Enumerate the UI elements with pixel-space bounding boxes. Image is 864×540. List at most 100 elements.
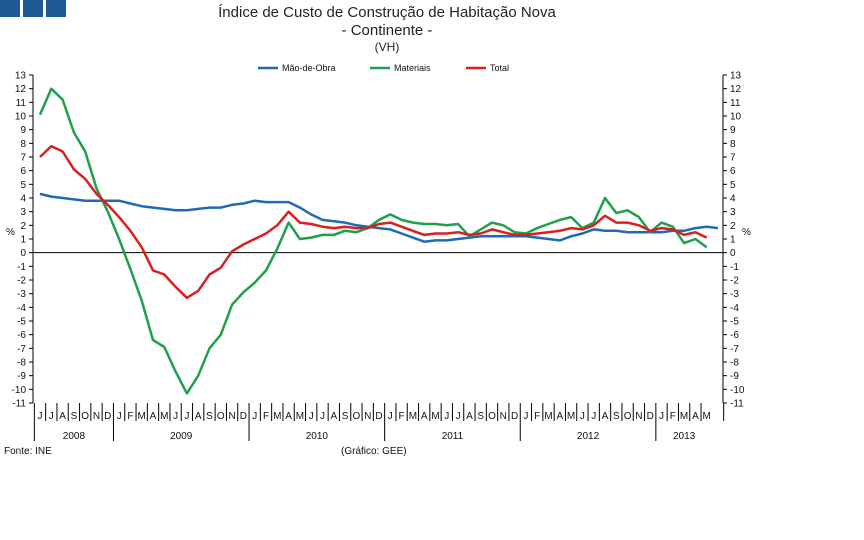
x-tick-label: A <box>556 411 563 422</box>
x-tick-label: F <box>399 411 405 422</box>
x-tick-label: M <box>544 411 552 422</box>
x-tick-label: A <box>330 411 337 422</box>
y-tick-label-right: -1 <box>730 262 739 273</box>
x-tick-label: M <box>296 411 304 422</box>
x-tick-label: A <box>195 411 202 422</box>
x-tick-label: M <box>273 411 281 422</box>
y-tick-label-right: 6 <box>730 166 736 177</box>
y-tick-label: 2 <box>20 221 26 232</box>
logo-block-3 <box>46 0 66 17</box>
x-tick-label: D <box>375 411 382 422</box>
x-tick-label: J <box>320 411 325 422</box>
x-tick-label: J <box>659 411 664 422</box>
y-tick-label-right: 11 <box>730 98 741 109</box>
source-note: Fonte: INE <box>4 446 52 457</box>
x-tick-label: J <box>49 411 54 422</box>
x-tick-label: S <box>71 411 78 422</box>
y-tick-label: -5 <box>17 317 26 328</box>
y-tick-label-right: 4 <box>730 194 736 205</box>
x-tick-label: F <box>534 411 540 422</box>
x-tick-label: J <box>184 411 189 422</box>
y-tick-label-right: -10 <box>730 385 745 396</box>
y-tick-label-right: 9 <box>730 125 736 136</box>
x-tick-label: J <box>456 411 461 422</box>
series-line-3 <box>39 144 708 300</box>
x-tick-label: F <box>263 411 269 422</box>
y-tick-label: 12 <box>15 84 27 95</box>
x-tick-label: J <box>388 411 393 422</box>
y-tick-label: 0 <box>20 248 26 259</box>
y-tick-label: -11 <box>12 399 26 410</box>
x-tick-label: A <box>59 411 66 422</box>
series-line-1 <box>39 192 719 243</box>
x-tick-label: D <box>240 411 247 422</box>
x-tick-label: J <box>252 411 257 422</box>
x-tick-label: J <box>444 411 449 422</box>
y-tick-label-right: -3 <box>730 289 739 300</box>
year-label: 2012 <box>577 431 600 442</box>
year-label: 2013 <box>673 431 696 442</box>
y-tick-label-right: 5 <box>730 180 736 191</box>
x-tick-label: J <box>117 411 122 422</box>
x-tick-label: F <box>127 411 133 422</box>
x-tick-label: D <box>511 411 518 422</box>
x-tick-label: N <box>500 411 507 422</box>
y-tick-label-right: 12 <box>730 84 742 95</box>
y-tick-label-right: -8 <box>730 358 739 369</box>
x-tick-label: A <box>692 411 699 422</box>
x-tick-label: F <box>670 411 676 422</box>
chart-title: Índice de Custo de Construção de Habitaç… <box>218 4 556 21</box>
chart-unit-label: (VH) <box>374 40 400 54</box>
logo-block-1 <box>0 0 20 17</box>
x-tick-label: M <box>409 411 417 422</box>
y-tick-label: -7 <box>17 344 26 355</box>
x-tick-label: A <box>466 411 473 422</box>
x-tick-label: M <box>680 411 688 422</box>
y-tick-label-right: 2 <box>730 221 736 232</box>
x-tick-label: O <box>217 411 225 422</box>
x-tick-label: A <box>421 411 428 422</box>
y-tick-label: 6 <box>20 166 26 177</box>
year-label: 2009 <box>170 431 193 442</box>
y-tick-label: 1 <box>20 235 26 246</box>
series-line-2 <box>38 87 708 395</box>
x-tick-label: D <box>647 411 654 422</box>
y-tick-label: -9 <box>17 371 26 382</box>
x-tick-label: A <box>150 411 157 422</box>
y-tick-label-right: 1 <box>730 235 736 246</box>
x-tick-label: M <box>431 411 439 422</box>
x-tick-label: N <box>93 411 100 422</box>
y-tick-label-right: -9 <box>730 371 739 382</box>
x-tick-label: A <box>285 411 292 422</box>
x-tick-label: S <box>206 411 213 422</box>
x-tick-label: J <box>580 411 585 422</box>
y-tick-label: 10 <box>15 112 27 123</box>
y-tick-label: 11 <box>16 98 27 109</box>
x-tick-label: O <box>488 411 496 422</box>
x-tick-label: S <box>477 411 484 422</box>
y-tick-label: 4 <box>20 194 26 205</box>
y-tick-label: -4 <box>17 303 26 314</box>
x-tick-label: O <box>81 411 89 422</box>
legend-label-2: Materiais <box>394 63 431 73</box>
chart-subtitle: - Continente - <box>341 22 433 39</box>
year-label: 2011 <box>442 431 464 442</box>
x-tick-label: M <box>138 411 146 422</box>
y-tick-label: -2 <box>17 276 26 287</box>
x-tick-label: O <box>624 411 632 422</box>
y-tick-label-right: 3 <box>730 207 736 218</box>
y-axis-label: % <box>6 227 15 238</box>
y-tick-label: -8 <box>17 358 26 369</box>
legend-label-1: Mão-de-Obra <box>282 63 336 73</box>
y-tick-label-right: 10 <box>730 112 742 123</box>
x-tick-label: M <box>703 411 711 422</box>
y-tick-label-right: -2 <box>730 276 739 287</box>
x-tick-label: J <box>591 411 596 422</box>
x-tick-label: S <box>613 411 620 422</box>
x-tick-label: J <box>173 411 178 422</box>
y-tick-label: -6 <box>17 330 26 341</box>
logo-block-2 <box>23 0 43 17</box>
y-tick-label-right: 13 <box>730 71 742 82</box>
x-tick-label: M <box>567 411 575 422</box>
x-tick-label: O <box>353 411 361 422</box>
